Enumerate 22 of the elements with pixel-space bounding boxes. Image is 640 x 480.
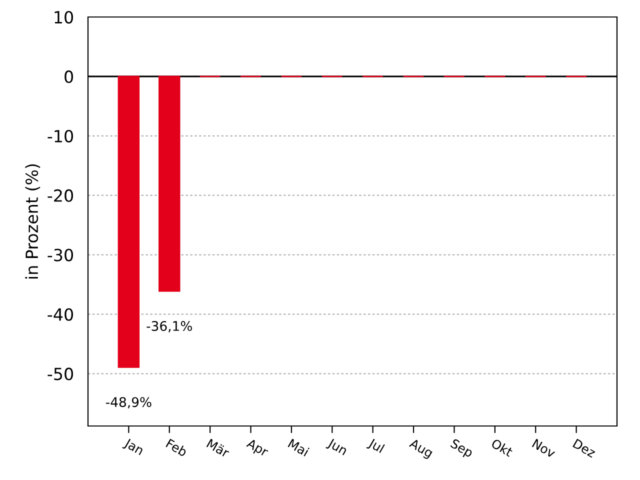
y-tick-label: -30 [48, 248, 74, 262]
data-label: -36,1% [146, 321, 192, 332]
x-tick-label: Dez [572, 438, 596, 458]
x-tick-label: Okt [490, 438, 514, 458]
x-tick-label: Jan [122, 438, 144, 458]
x-tick-label: Jun [326, 438, 348, 458]
y-tick-label: -40 [48, 308, 74, 321]
x-tick-label: Aug [408, 438, 434, 460]
y-tick-label: -20 [48, 189, 74, 202]
y-tick-label: 0 [64, 70, 74, 84]
x-tick-label: Sep [448, 438, 474, 460]
x-tick-label: Feb [166, 438, 188, 457]
x-tick-label: Mär [206, 438, 230, 458]
y-tick-label: 10 [54, 10, 74, 24]
y-axis-title: in Prozent (%) [25, 164, 40, 279]
y-tick-label: -50 [48, 368, 74, 380]
x-tick-label: Nov [532, 438, 556, 458]
x-tick-label: Mai [288, 438, 310, 457]
y-tick-label: -10 [48, 130, 74, 142]
data-label: -48,9% [106, 397, 152, 408]
x-tick-label: Jul [366, 437, 385, 456]
x-tick-label: Apr [244, 438, 270, 460]
